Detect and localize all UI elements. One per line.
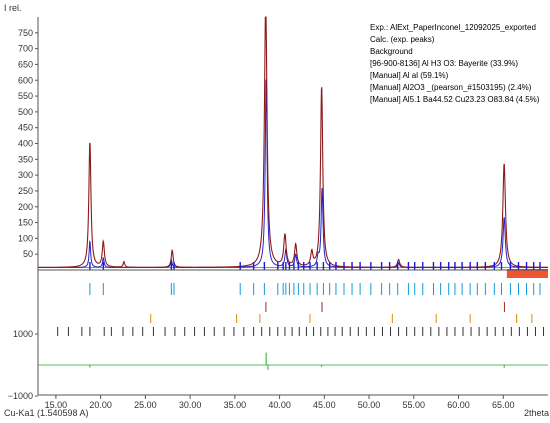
x-tick-label: 35.00 xyxy=(224,400,247,410)
y-tick-label: 650 xyxy=(18,59,33,69)
legend-entry: Exp.: AlExt_PaperInconel_12092025_export… xyxy=(370,23,536,32)
x-tick-label: 30.00 xyxy=(179,400,202,410)
x-tick-label: 15.00 xyxy=(45,400,68,410)
y-tick-label: 450 xyxy=(18,123,33,133)
legend-entry: Background xyxy=(370,47,413,56)
x-tick-label: 65.00 xyxy=(492,400,515,410)
legend-entry: [96-900-8136] Al H3 O3: Bayerite (33.9%) xyxy=(370,59,518,68)
x-tick-label: 50.00 xyxy=(358,400,381,410)
y-axis-label: I rel. xyxy=(4,3,22,13)
x-tick-label: 25.00 xyxy=(134,400,157,410)
x-axis-label: 2theta xyxy=(524,408,549,418)
series-line xyxy=(37,16,548,268)
y-tick-label: 400 xyxy=(18,139,33,149)
y-tick-label: 600 xyxy=(18,75,33,85)
y-tick-label: 750 xyxy=(18,28,33,38)
y-tick-label: 200 xyxy=(18,202,33,212)
legend-entry: [Manual] Al al (59.1%) xyxy=(370,71,449,80)
y-tick-label: 50 xyxy=(23,249,33,259)
y-tick-label: 250 xyxy=(18,186,33,196)
y-tick-label: 100 xyxy=(18,233,33,243)
x-tick-label: 45.00 xyxy=(313,400,336,410)
y-tick-label: 500 xyxy=(18,107,33,117)
y-tick-label: 550 xyxy=(18,91,33,101)
excluded-region xyxy=(506,269,548,278)
diff-tick-label: 1000 xyxy=(13,329,33,339)
x-tick-label: 55.00 xyxy=(403,400,426,410)
x-tick-label: 40.00 xyxy=(268,400,291,410)
radiation-label: Cu-Ka1 (1.540598 A) xyxy=(4,408,89,418)
legend-entry: [Manual] Al2O3 _(pearson_#1503195) (2.4%… xyxy=(370,83,532,92)
y-tick-label: 700 xyxy=(18,44,33,54)
x-tick-label: 60.00 xyxy=(447,400,470,410)
legend-entry: [Manual] Al5.1 Ba44.52 Cu23.23 O83.84 (4… xyxy=(370,95,540,104)
legend-entry: Calc. (exp. peaks) xyxy=(370,35,435,44)
x-tick-label: 20.00 xyxy=(89,400,112,410)
diff-tick-label: −1000 xyxy=(8,391,33,401)
y-tick-label: 150 xyxy=(18,218,33,228)
y-tick-label: 350 xyxy=(18,154,33,164)
y-tick-label: 300 xyxy=(18,170,33,180)
